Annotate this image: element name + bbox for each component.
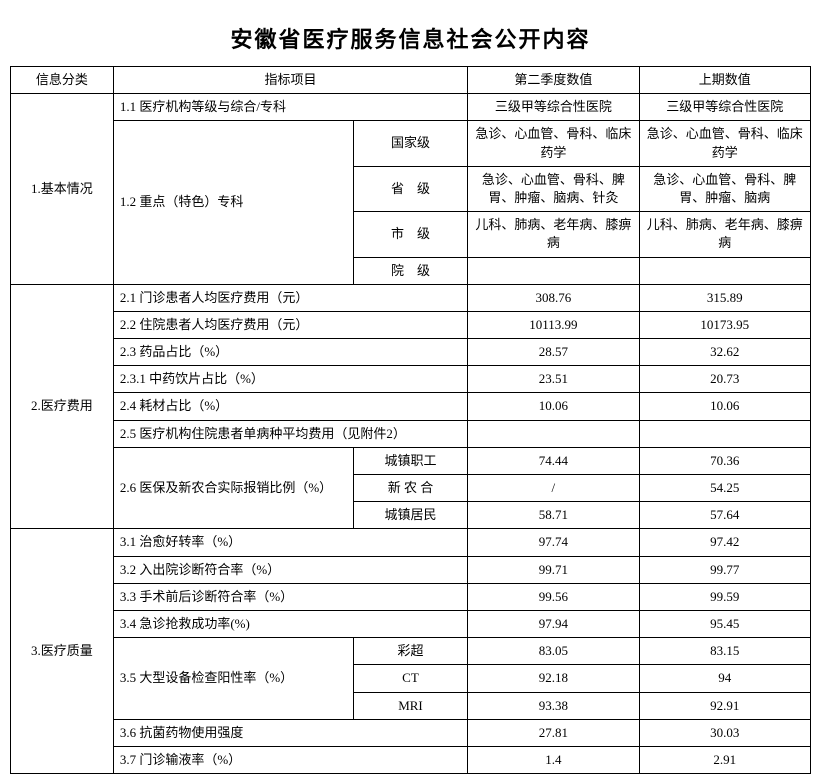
cell-value: 54.25: [639, 475, 810, 502]
table-row: 3.6 抗菌药物使用强度 27.81 30.03: [11, 719, 811, 746]
cell-value: 83.05: [468, 638, 639, 665]
table-row: 2.3.1 中药饮片占比（%） 23.51 20.73: [11, 366, 811, 393]
cell-sublabel: 省 级: [353, 166, 467, 211]
category-cost: 2.医疗费用: [11, 284, 114, 529]
cell-sublabel: 新 农 合: [353, 475, 467, 502]
cell-label: 2.5 医疗机构住院患者单病种平均费用（见附件2）: [113, 420, 467, 447]
header-row: 信息分类 指标项目 第二季度数值 上期数值: [11, 67, 811, 94]
table-row: 2.5 医疗机构住院患者单病种平均费用（见附件2）: [11, 420, 811, 447]
cell-sublabel: MRI: [353, 692, 467, 719]
cell-label: 2.4 耗材占比（%）: [113, 393, 467, 420]
table-row: 2.医疗费用 2.1 门诊患者人均医疗费用（元） 308.76 315.89: [11, 284, 811, 311]
cell-value: /: [468, 475, 639, 502]
cell-value: 儿科、肺病、老年病、膝痹病: [468, 212, 639, 257]
cell-value: 28.57: [468, 339, 639, 366]
cell-value: 急诊、心血管、骨科、脾胃、肿瘤、脑病: [639, 166, 810, 211]
cell-value: 32.62: [639, 339, 810, 366]
cell-value: 99.71: [468, 556, 639, 583]
cell-value: 急诊、心血管、骨科、临床药学: [468, 121, 639, 166]
cell-value: 23.51: [468, 366, 639, 393]
cell-sublabel: 彩超: [353, 638, 467, 665]
cell-label: 3.5 大型设备检查阳性率（%）: [113, 638, 353, 720]
cell-value: 93.38: [468, 692, 639, 719]
cell-value: 308.76: [468, 284, 639, 311]
cell-label: 2.3.1 中药饮片占比（%）: [113, 366, 467, 393]
cell-value: 315.89: [639, 284, 810, 311]
table-row: 3.7 门诊输液率（%） 1.4 2.91: [11, 746, 811, 773]
cell-sublabel: 市 级: [353, 212, 467, 257]
cell-value: 10.06: [639, 393, 810, 420]
cell-value: 20.73: [639, 366, 810, 393]
cell-value: 10113.99: [468, 311, 639, 338]
cell-label: 3.7 门诊输液率（%）: [113, 746, 467, 773]
cell-value: 94: [639, 665, 810, 692]
category-basic: 1.基本情况: [11, 94, 114, 285]
cell-label: 1.2 重点（特色）专科: [113, 121, 353, 284]
cell-label: 2.2 住院患者人均医疗费用（元）: [113, 311, 467, 338]
cell-label: 3.4 急诊抢救成功率(%): [113, 610, 467, 637]
cell-sublabel: 城镇居民: [353, 502, 467, 529]
cell-value: 99.77: [639, 556, 810, 583]
cell-label: 1.1 医疗机构等级与综合/专科: [113, 94, 467, 121]
hdr-q2: 第二季度数值: [468, 67, 639, 94]
table-row: 2.3 药品占比（%） 28.57 32.62: [11, 339, 811, 366]
table-row: 2.4 耗材占比（%） 10.06 10.06: [11, 393, 811, 420]
cell-value: 99.59: [639, 583, 810, 610]
table-row: 1.基本情况 1.1 医疗机构等级与综合/专科 三级甲等综合性医院 三级甲等综合…: [11, 94, 811, 121]
cell-value: 97.42: [639, 529, 810, 556]
cell-value: 70.36: [639, 447, 810, 474]
table-row: 2.6 医保及新农合实际报销比例（%） 城镇职工 74.44 70.36: [11, 447, 811, 474]
cell-label: 2.1 门诊患者人均医疗费用（元）: [113, 284, 467, 311]
cell-label: 3.1 治愈好转率（%）: [113, 529, 467, 556]
cell-value: [468, 420, 639, 447]
cell-value: 儿科、肺病、老年病、膝痹病: [639, 212, 810, 257]
cell-value: 1.4: [468, 746, 639, 773]
cell-value: 83.15: [639, 638, 810, 665]
cell-sublabel: CT: [353, 665, 467, 692]
cell-value: 急诊、心血管、骨科、临床药学: [639, 121, 810, 166]
cell-value: 30.03: [639, 719, 810, 746]
cell-value: 95.45: [639, 610, 810, 637]
cell-sublabel: 城镇职工: [353, 447, 467, 474]
cell-value: 三级甲等综合性医院: [468, 94, 639, 121]
table-row: 1.2 重点（特色）专科 国家级 急诊、心血管、骨科、临床药学 急诊、心血管、骨…: [11, 121, 811, 166]
table-row: 3.5 大型设备检查阳性率（%） 彩超 83.05 83.15: [11, 638, 811, 665]
category-quality: 3.医疗质量: [11, 529, 114, 774]
cell-value: 57.64: [639, 502, 810, 529]
table-row: 2.2 住院患者人均医疗费用（元） 10113.99 10173.95: [11, 311, 811, 338]
cell-value: 92.91: [639, 692, 810, 719]
cell-label: 3.2 入出院诊断符合率（%）: [113, 556, 467, 583]
cell-value: 99.56: [468, 583, 639, 610]
table-row: 3.3 手术前后诊断符合率（%） 99.56 99.59: [11, 583, 811, 610]
cell-label: 2.3 药品占比（%）: [113, 339, 467, 366]
cell-value: 10173.95: [639, 311, 810, 338]
cell-value: 10.06: [468, 393, 639, 420]
table-row: 3.医疗质量 3.1 治愈好转率（%） 97.74 97.42: [11, 529, 811, 556]
cell-value: 97.94: [468, 610, 639, 637]
hdr-category: 信息分类: [11, 67, 114, 94]
cell-value: [639, 420, 810, 447]
hdr-prev: 上期数值: [639, 67, 810, 94]
cell-sublabel: 国家级: [353, 121, 467, 166]
cell-value: 74.44: [468, 447, 639, 474]
cell-label: 3.3 手术前后诊断符合率（%）: [113, 583, 467, 610]
table-row: 3.4 急诊抢救成功率(%) 97.94 95.45: [11, 610, 811, 637]
cell-value: 58.71: [468, 502, 639, 529]
cell-value: [468, 257, 639, 284]
hdr-indicator: 指标项目: [113, 67, 467, 94]
cell-value: 2.91: [639, 746, 810, 773]
table-row: 3.2 入出院诊断符合率（%） 99.71 99.77: [11, 556, 811, 583]
cell-value: 27.81: [468, 719, 639, 746]
cell-value: 急诊、心血管、骨科、脾胃、肿瘤、脑病、针灸: [468, 166, 639, 211]
cell-label: 3.6 抗菌药物使用强度: [113, 719, 467, 746]
main-table: 信息分类 指标项目 第二季度数值 上期数值 1.基本情况 1.1 医疗机构等级与…: [10, 66, 811, 774]
cell-value: 97.74: [468, 529, 639, 556]
cell-value: 三级甲等综合性医院: [639, 94, 810, 121]
cell-value: [639, 257, 810, 284]
cell-value: 92.18: [468, 665, 639, 692]
document-title: 安徽省医疗服务信息社会公开内容: [10, 10, 811, 66]
cell-label: 2.6 医保及新农合实际报销比例（%）: [113, 447, 353, 529]
cell-sublabel: 院 级: [353, 257, 467, 284]
